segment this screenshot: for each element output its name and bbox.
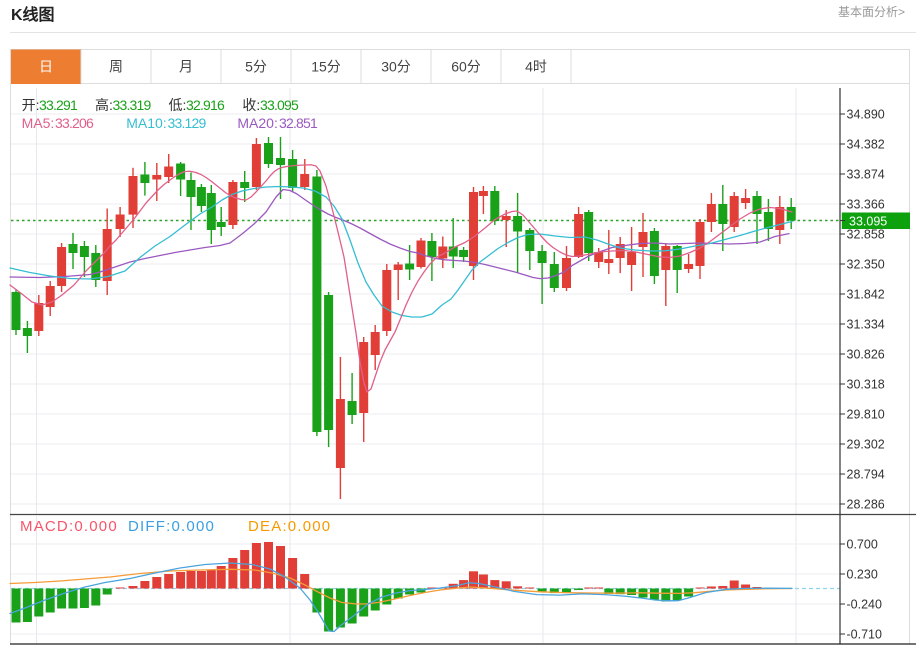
svg-text:33.095: 33.095 (849, 215, 887, 229)
svg-text:DIFF:0.000: DIFF:0.000 (128, 518, 215, 535)
svg-text:32.851: 32.851 (279, 115, 318, 131)
svg-text:低:: 低: (169, 97, 187, 113)
svg-text:33.206: 33.206 (55, 115, 94, 131)
svg-text:31.842: 31.842 (847, 288, 885, 302)
svg-text:5分: 5分 (245, 59, 267, 75)
svg-text:30.826: 30.826 (847, 348, 885, 362)
svg-text:32.916: 32.916 (186, 97, 225, 113)
svg-text:MA5:: MA5: (22, 115, 55, 131)
svg-text:4时: 4时 (525, 59, 547, 75)
svg-text:30分: 30分 (381, 59, 411, 75)
svg-text:月: 月 (179, 59, 193, 75)
svg-text:60分: 60分 (451, 59, 481, 75)
svg-text:周: 周 (109, 59, 123, 75)
svg-text:日: 日 (39, 59, 53, 75)
svg-text:基本面分析>: 基本面分析> (838, 5, 905, 19)
svg-text:33.291: 33.291 (39, 97, 78, 113)
svg-text:0.230: 0.230 (847, 568, 878, 582)
svg-text:32.350: 32.350 (847, 258, 885, 272)
svg-text:29.810: 29.810 (847, 408, 885, 422)
svg-text:0.700: 0.700 (847, 538, 878, 552)
svg-text:-0.710: -0.710 (847, 628, 882, 642)
svg-text:32.858: 32.858 (847, 228, 885, 242)
svg-text:15分: 15分 (311, 59, 341, 75)
svg-text:34.890: 34.890 (847, 108, 885, 122)
svg-text:DEA:0.000: DEA:0.000 (248, 518, 331, 535)
svg-text:33.366: 33.366 (847, 198, 885, 212)
svg-text:-0.240: -0.240 (847, 598, 882, 612)
svg-text:28.794: 28.794 (847, 468, 885, 482)
svg-text:高:: 高: (95, 97, 113, 113)
svg-text:31.334: 31.334 (847, 318, 885, 332)
svg-text:33.095: 33.095 (260, 97, 299, 113)
svg-text:K线图: K线图 (11, 5, 55, 24)
svg-text:34.382: 34.382 (847, 138, 885, 152)
svg-text:33.874: 33.874 (847, 168, 885, 182)
svg-text:33.319: 33.319 (113, 97, 152, 113)
svg-text:MA20:: MA20: (237, 115, 277, 131)
svg-text:MA10:: MA10: (126, 115, 166, 131)
svg-text:开:: 开: (22, 97, 40, 113)
svg-text:33.129: 33.129 (168, 115, 207, 131)
svg-text:收:: 收: (242, 97, 260, 113)
svg-text:28.286: 28.286 (847, 498, 885, 512)
svg-text:30.318: 30.318 (847, 378, 885, 392)
svg-text:MACD:0.000: MACD:0.000 (20, 518, 118, 535)
svg-text:29.302: 29.302 (847, 438, 885, 452)
